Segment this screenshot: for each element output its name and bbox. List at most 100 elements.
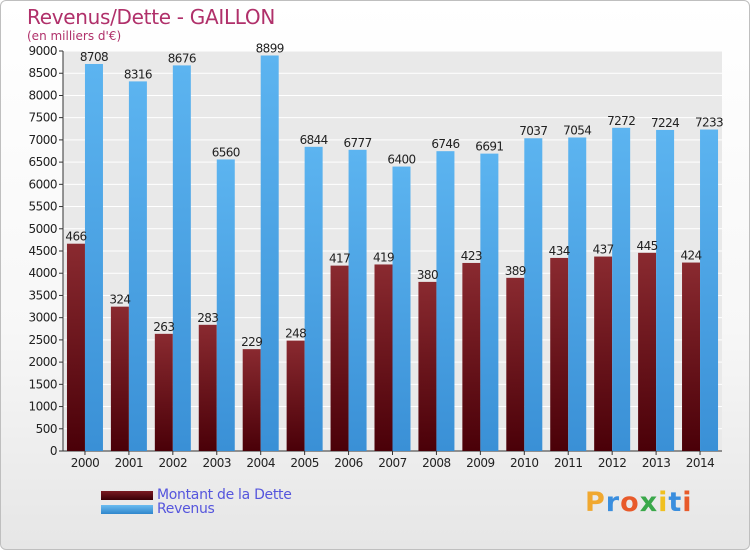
- y-tick-label: 500: [36, 422, 57, 436]
- y-tick-label: 9000: [28, 44, 57, 58]
- y-tick-label: 1500: [28, 377, 57, 391]
- bar-revenus: [84, 63, 103, 451]
- logo-letter: o: [620, 487, 640, 518]
- data-label-revenus: 6400: [387, 153, 415, 167]
- bar-debt: [550, 257, 569, 451]
- data-label-revenus: 6844: [300, 133, 328, 147]
- bar-revenus: [612, 127, 631, 452]
- bar-revenus: [304, 146, 323, 452]
- bar-debt: [154, 333, 173, 451]
- legend-item-revenus: Revenus: [101, 501, 215, 517]
- data-label-debt: 424: [680, 249, 701, 263]
- bar-revenus: [524, 138, 543, 451]
- data-label-revenus: 7037: [519, 124, 547, 138]
- y-tick-label: 6000: [28, 177, 57, 191]
- x-tick-label: 2005: [290, 456, 319, 470]
- data-label-debt: 417: [329, 252, 350, 266]
- data-label-revenus: 8676: [168, 51, 196, 65]
- x-tick-label: 2011: [554, 456, 583, 470]
- legend-label-debt: Montant de la Dette: [157, 487, 292, 503]
- y-tick-label: 7500: [28, 111, 57, 125]
- y-tick-label: 5500: [28, 200, 57, 214]
- y-tick-label: 8000: [28, 88, 57, 102]
- bar-debt: [198, 324, 217, 451]
- y-tick-label: 1000: [28, 400, 57, 414]
- x-tick-label: 2006: [334, 456, 363, 470]
- bar-revenus: [128, 81, 147, 452]
- data-label-revenus: 6560: [212, 145, 240, 159]
- bar-debt: [594, 256, 613, 451]
- legend-swatch-revenus: [101, 504, 153, 514]
- data-label-debt: 445: [637, 239, 658, 253]
- x-tick-label: 2002: [159, 456, 188, 470]
- y-tick-label: 3500: [28, 288, 57, 302]
- y-tick-label: 4000: [28, 266, 57, 280]
- x-tick-label: 2000: [71, 456, 100, 470]
- y-tick-label: 3000: [28, 311, 57, 325]
- y-tick-label: 5000: [28, 222, 57, 236]
- data-label-revenus: 8708: [80, 50, 108, 64]
- legend-item-debt: Montant de la Dette: [101, 487, 292, 503]
- x-tick-label: 2008: [422, 456, 451, 470]
- bar-revenus: [436, 151, 455, 451]
- x-tick-label: 2014: [686, 456, 715, 470]
- data-label-revenus: 8316: [124, 67, 152, 81]
- data-label-debt: 248: [285, 327, 306, 341]
- data-label-debt: 423: [461, 249, 482, 263]
- data-label-revenus: 7054: [563, 123, 591, 137]
- x-tick-label: 2013: [642, 456, 671, 470]
- x-tick-label: 2004: [246, 456, 275, 470]
- y-tick-label: 8500: [28, 66, 57, 80]
- logo-letter: i: [658, 487, 669, 518]
- x-tick-label: 2009: [466, 456, 495, 470]
- data-label-revenus: 6777: [343, 136, 371, 150]
- logo-letter: r: [605, 487, 621, 518]
- data-label-debt: 434: [549, 244, 570, 258]
- chart-title: Revenus/Dette - GAILLON: [27, 5, 276, 29]
- bar-revenus: [348, 149, 367, 452]
- x-tick-label: 2007: [378, 456, 407, 470]
- data-label-debt: 283: [197, 311, 218, 325]
- data-label-debt: 263: [153, 320, 174, 334]
- bar-debt: [374, 264, 393, 451]
- bar-revenus: [700, 129, 719, 452]
- data-label-debt: 419: [373, 250, 394, 264]
- legend-swatch-debt: [101, 490, 153, 500]
- bar-revenus: [260, 55, 279, 451]
- data-label-debt: 466: [65, 230, 86, 244]
- y-tick-label: 2500: [28, 333, 57, 347]
- data-label-revenus: 6746: [431, 137, 459, 151]
- data-label-revenus: 7233: [695, 116, 723, 130]
- bar-debt: [66, 243, 85, 451]
- x-tick-label: 2003: [202, 456, 231, 470]
- bar-debt: [242, 349, 261, 451]
- bar-debt: [462, 262, 481, 451]
- proxiti-logo: Proxiti: [585, 487, 693, 518]
- y-tick-label: 6500: [28, 155, 57, 169]
- y-tick-label: 7000: [28, 133, 57, 147]
- bar-debt: [418, 281, 437, 451]
- data-label-debt: 380: [417, 268, 438, 282]
- data-label-debt: 389: [505, 264, 526, 278]
- logo-letter: x: [639, 487, 659, 518]
- data-label-revenus: 7272: [607, 114, 635, 128]
- data-label-debt: 324: [109, 293, 130, 307]
- data-label-revenus: 8899: [256, 41, 284, 55]
- logo-letter: i: [682, 487, 693, 518]
- bar-revenus: [568, 137, 587, 451]
- x-tick-label: 2010: [510, 456, 539, 470]
- logo-letter: t: [668, 487, 683, 518]
- data-label-revenus: 7224: [651, 116, 679, 130]
- y-tick-label: 2000: [28, 355, 57, 369]
- bar-debt: [330, 265, 349, 451]
- y-tick-label: 4500: [28, 244, 57, 258]
- bar-debt: [110, 306, 129, 451]
- bar-revenus: [172, 65, 191, 452]
- chart-subtitle: (en milliers d'€): [27, 29, 122, 43]
- bar-debt: [506, 277, 525, 451]
- bar-debt: [682, 262, 701, 451]
- bar-revenus: [216, 159, 235, 451]
- bar-revenus: [392, 166, 411, 452]
